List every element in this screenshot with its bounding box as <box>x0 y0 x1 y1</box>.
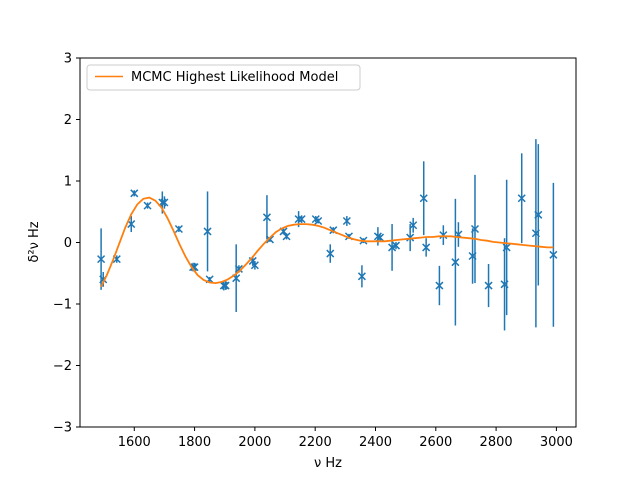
x-marker <box>422 243 431 252</box>
data-point <box>174 224 183 234</box>
x-marker <box>517 194 526 203</box>
data-point <box>203 191 212 272</box>
data-point <box>388 224 397 271</box>
x-marker <box>262 213 271 222</box>
data-point <box>422 238 431 257</box>
data-point <box>282 232 291 241</box>
y-tick-label: 1 <box>64 175 72 190</box>
x-marker <box>549 250 558 259</box>
data-point <box>409 217 418 233</box>
y-tick-label: 3 <box>64 52 72 67</box>
y-tick-label: −3 <box>53 421 72 436</box>
data-point <box>262 195 271 240</box>
x-marker <box>282 232 291 241</box>
data-point <box>326 244 335 263</box>
y-tick-label: −1 <box>53 298 72 313</box>
data-point <box>419 161 428 236</box>
x-marker <box>409 221 418 230</box>
x-marker <box>388 243 397 252</box>
data-point <box>314 216 323 226</box>
x-marker <box>451 258 460 267</box>
x-tick-label: 2400 <box>359 435 392 450</box>
x-marker <box>484 281 493 290</box>
x-axis-label: ν Hz <box>314 456 342 471</box>
x-marker <box>435 281 444 290</box>
y-axis-label: δ²ν Hz <box>27 221 42 262</box>
data-point <box>375 233 385 242</box>
data-point <box>127 216 136 233</box>
plot-area <box>97 139 558 331</box>
data-point <box>502 179 511 316</box>
x-marker <box>127 220 136 229</box>
x-axis-ticks: 1600 1800 2000 2200 2400 2600 2800 3000 <box>118 427 573 450</box>
data-point <box>357 265 366 288</box>
y-tick-label: −2 <box>53 359 72 374</box>
data-point <box>297 215 306 224</box>
x-marker <box>534 210 543 219</box>
x-marker <box>357 272 366 281</box>
data-point <box>451 198 460 326</box>
y-tick-label: 2 <box>64 113 72 128</box>
legend-label-model: MCMC Highest Likelihood Model <box>131 70 338 85</box>
x-tick-label: 3000 <box>540 435 573 450</box>
x-marker <box>342 216 351 226</box>
x-marker <box>326 249 335 258</box>
x-marker <box>130 189 139 198</box>
x-marker <box>297 215 306 224</box>
x-tick-label: 2600 <box>419 435 452 450</box>
x-marker <box>203 227 212 236</box>
data-point <box>143 201 152 210</box>
data-point <box>484 264 493 308</box>
data-point <box>130 189 139 198</box>
x-marker <box>391 241 401 250</box>
x-marker <box>160 198 169 207</box>
x-tick-label: 2000 <box>238 435 271 450</box>
legend-box <box>86 64 361 91</box>
data-point <box>435 265 444 306</box>
data-point <box>549 182 558 327</box>
x-marker <box>265 235 274 244</box>
x-marker <box>406 233 415 242</box>
data-point <box>470 174 480 284</box>
data-point <box>250 260 259 270</box>
legend: MCMC Highest Likelihood Model <box>86 64 361 91</box>
y-axis-ticks: −3 −2 −1 0 1 2 3 <box>53 52 80 436</box>
x-marker <box>174 224 183 234</box>
x-tick-label: 1600 <box>118 435 151 450</box>
data-point <box>439 225 448 245</box>
x-marker <box>314 216 323 226</box>
data-point <box>391 241 401 250</box>
x-marker <box>375 233 385 242</box>
y-tick-label: 0 <box>64 236 72 251</box>
x-marker <box>502 243 511 252</box>
data-point <box>517 153 526 244</box>
model-line <box>100 196 554 288</box>
x-marker <box>439 231 448 240</box>
x-marker <box>419 194 428 203</box>
x-marker <box>234 264 243 273</box>
data-point <box>97 228 106 290</box>
x-tick-label: 2200 <box>299 435 332 450</box>
x-marker <box>250 261 259 270</box>
x-marker <box>97 255 106 264</box>
data-point <box>342 216 351 226</box>
x-tick-label: 2800 <box>480 435 513 450</box>
data-point <box>534 144 543 286</box>
x-tick-label: 1800 <box>178 435 211 450</box>
data-point <box>221 281 230 290</box>
data-point <box>160 196 169 209</box>
x-marker <box>143 201 152 210</box>
x-marker <box>221 281 230 290</box>
x-marker <box>470 224 480 234</box>
